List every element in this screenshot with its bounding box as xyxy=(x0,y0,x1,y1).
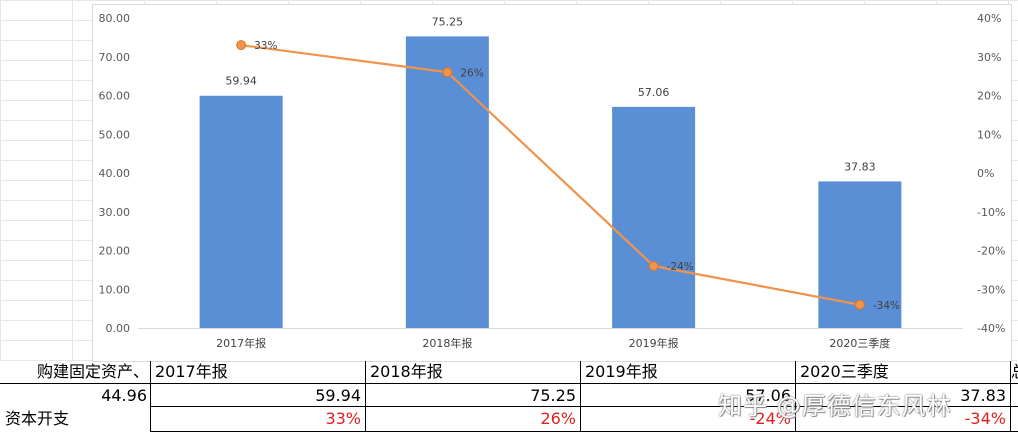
table-cell-row2-2020q3[interactable]: -34% xyxy=(964,409,1006,428)
table-header-2020q3[interactable]: 2020三季度 xyxy=(800,362,889,381)
table-header-label[interactable]: 购建固定资产、 xyxy=(37,362,150,381)
y-tick-label: 80.00 xyxy=(99,12,131,25)
bar-value-label: 59.94 xyxy=(225,75,257,88)
line-value-label: -24% xyxy=(667,261,694,273)
data-table: 购建固定资产、 2017年报 2018年报 2019年报 2020三季度 总 4… xyxy=(0,361,1018,441)
watermark-text: 知乎 @厚德信东风林 xyxy=(718,392,952,420)
y-tick-label: 30.00 xyxy=(99,206,131,219)
y-tick-label: 50.00 xyxy=(99,128,131,141)
table-cell-row2-2017[interactable]: 33% xyxy=(325,409,361,428)
bar-value-label: 37.83 xyxy=(844,160,876,173)
x-tick-label: 2018年报 xyxy=(422,336,472,350)
y-tick-label: 60.00 xyxy=(99,90,131,103)
y2-tick-label: 40% xyxy=(977,12,1001,25)
y2-tick-label: 20% xyxy=(977,90,1001,103)
table-header-2017[interactable]: 2017年报 xyxy=(155,362,228,381)
table-cell-row2-2018[interactable]: 26% xyxy=(540,409,576,428)
line-series xyxy=(240,44,861,306)
bar xyxy=(612,106,696,328)
y2-tick-label: -40% xyxy=(977,322,1005,335)
y2-tick-label: 10% xyxy=(977,128,1001,141)
line-point xyxy=(236,40,247,51)
table-header-2018[interactable]: 2018年报 xyxy=(370,362,443,381)
bar xyxy=(405,36,489,328)
line-point xyxy=(854,299,865,310)
bar xyxy=(199,95,283,328)
x-tick-label: 2019年报 xyxy=(629,336,679,350)
line-point xyxy=(442,67,453,78)
y2-tick-label: 0% xyxy=(977,167,994,180)
table-header-overflow[interactable]: 总 xyxy=(1011,361,1018,383)
y-tick-label: 20.00 xyxy=(99,245,131,258)
y2-tick-label: 30% xyxy=(977,51,1001,64)
line-value-label: 33% xyxy=(254,40,277,52)
table-cell-row2-label[interactable]: 资本开支 xyxy=(5,409,70,428)
table-cell-row1-2020q3[interactable]: 37.83 xyxy=(960,386,1006,405)
chart-area[interactable]: 0.00 10.00 20.00 30.00 40.00 50.00 60.00 70.00 8… xyxy=(92,4,1012,362)
x-tick-label: 2020三季度 xyxy=(829,336,890,350)
y-tick-label: 0.00 xyxy=(106,322,131,335)
table-cell-row1-label[interactable]: 44.96 xyxy=(101,386,147,405)
bar-value-label: 57.06 xyxy=(638,86,670,99)
bar-value-label: 75.25 xyxy=(432,15,464,28)
table-cell-row1-2019[interactable]: 57.06 xyxy=(745,386,791,405)
y2-tick-label: -20% xyxy=(977,245,1005,258)
combo-chart: 0.00 10.00 20.00 30.00 40.00 50.00 60.00 70.00 8… xyxy=(99,12,1006,350)
line-value-label: -34% xyxy=(873,300,900,312)
table-cell-row1-2017[interactable]: 59.94 xyxy=(315,386,361,405)
y-tick-label: 70.00 xyxy=(99,51,131,64)
x-tick-label: 2017年报 xyxy=(216,336,266,350)
table-cell-row2-2019[interactable]: -24% xyxy=(749,409,791,428)
y2-tick-label: -30% xyxy=(977,283,1005,296)
y2-tick-label: -10% xyxy=(977,206,1005,219)
y-tick-label: 40.00 xyxy=(99,167,131,180)
table-header-2019[interactable]: 2019年报 xyxy=(585,362,658,381)
line-value-label: 26% xyxy=(460,67,483,79)
table-cell-row1-2018[interactable]: 75.25 xyxy=(530,386,576,405)
line-point xyxy=(648,261,659,271)
y-tick-label: 10.00 xyxy=(99,283,131,296)
